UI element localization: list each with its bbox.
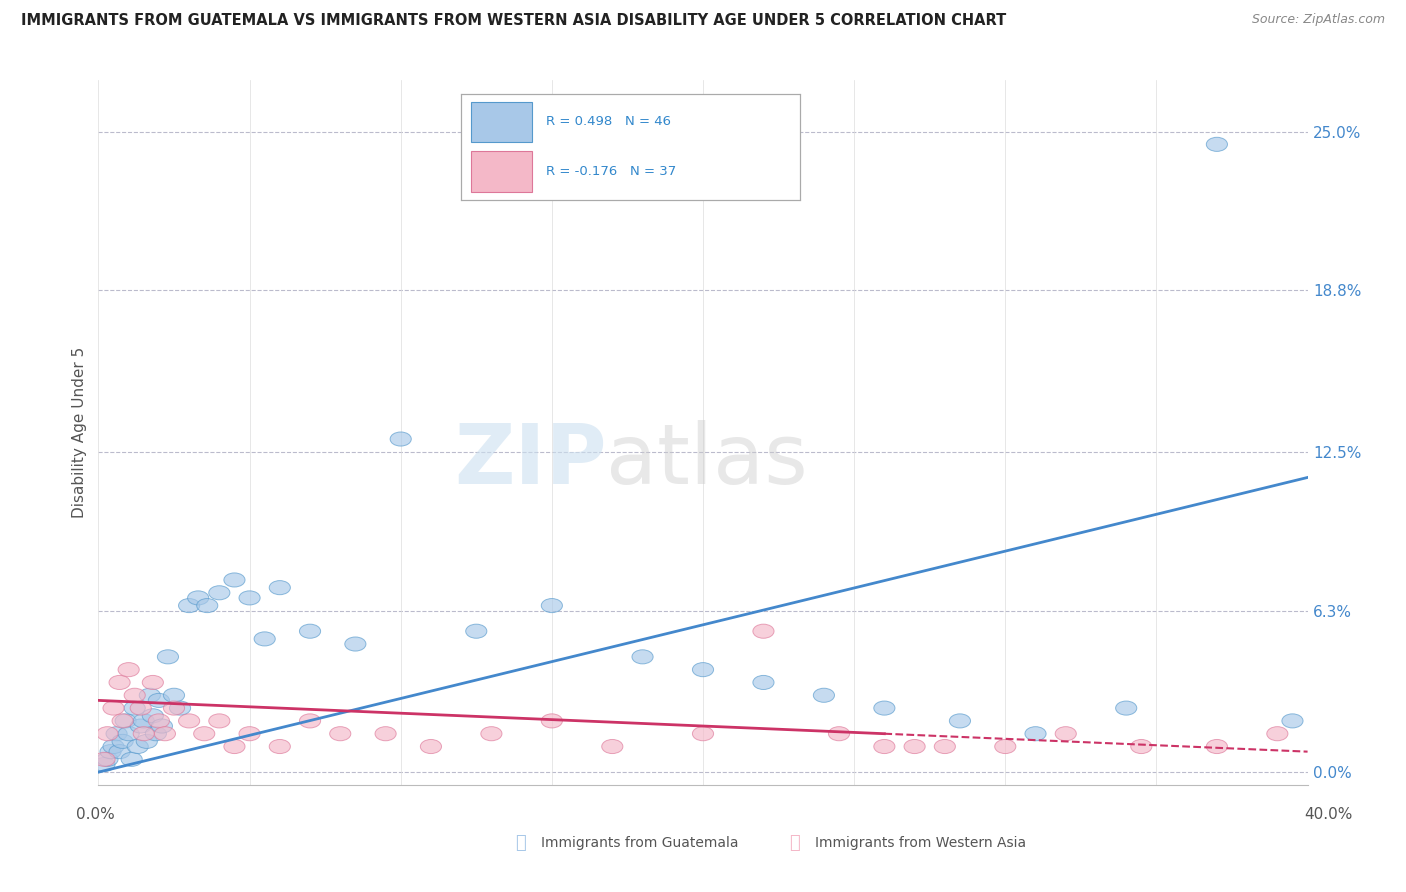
Ellipse shape — [94, 752, 115, 766]
Ellipse shape — [208, 586, 231, 599]
Ellipse shape — [187, 591, 208, 605]
Ellipse shape — [299, 624, 321, 639]
Text: ⬛: ⬛ — [515, 834, 526, 852]
Ellipse shape — [1130, 739, 1152, 754]
Ellipse shape — [170, 701, 191, 715]
Ellipse shape — [118, 663, 139, 677]
Ellipse shape — [163, 689, 184, 702]
Text: ZIP: ZIP — [454, 420, 606, 501]
Ellipse shape — [465, 624, 486, 639]
Ellipse shape — [1054, 727, 1077, 740]
Ellipse shape — [631, 649, 654, 664]
Ellipse shape — [692, 727, 714, 740]
Ellipse shape — [1115, 701, 1137, 715]
Ellipse shape — [124, 701, 145, 715]
Ellipse shape — [139, 689, 160, 702]
Ellipse shape — [136, 734, 157, 748]
Text: ⬛: ⬛ — [789, 834, 800, 852]
Ellipse shape — [124, 689, 145, 702]
Ellipse shape — [541, 599, 562, 613]
Ellipse shape — [179, 599, 200, 613]
Ellipse shape — [254, 632, 276, 646]
Ellipse shape — [239, 591, 260, 605]
Ellipse shape — [94, 757, 115, 772]
Ellipse shape — [155, 727, 176, 740]
Ellipse shape — [100, 745, 121, 759]
Ellipse shape — [1267, 727, 1288, 740]
Ellipse shape — [112, 734, 134, 748]
Ellipse shape — [208, 714, 231, 728]
Ellipse shape — [163, 701, 184, 715]
Ellipse shape — [121, 752, 142, 766]
Ellipse shape — [299, 714, 321, 728]
Text: Source: ZipAtlas.com: Source: ZipAtlas.com — [1251, 13, 1385, 27]
Ellipse shape — [134, 714, 155, 728]
Ellipse shape — [904, 739, 925, 754]
Ellipse shape — [344, 637, 366, 651]
Ellipse shape — [375, 727, 396, 740]
Ellipse shape — [142, 709, 163, 723]
Ellipse shape — [134, 727, 155, 740]
Ellipse shape — [949, 714, 970, 728]
Ellipse shape — [148, 714, 170, 728]
Ellipse shape — [224, 739, 245, 754]
Ellipse shape — [1206, 137, 1227, 152]
Ellipse shape — [148, 693, 170, 707]
Ellipse shape — [1282, 714, 1303, 728]
Ellipse shape — [224, 573, 245, 587]
Ellipse shape — [145, 727, 166, 740]
Ellipse shape — [112, 714, 134, 728]
Ellipse shape — [389, 432, 412, 446]
Text: IMMIGRANTS FROM GUATEMALA VS IMMIGRANTS FROM WESTERN ASIA DISABILITY AGE UNDER 5: IMMIGRANTS FROM GUATEMALA VS IMMIGRANTS … — [21, 13, 1007, 29]
Text: 0.0%: 0.0% — [76, 807, 115, 822]
Ellipse shape — [541, 714, 562, 728]
Ellipse shape — [157, 649, 179, 664]
Ellipse shape — [115, 714, 136, 728]
Ellipse shape — [239, 727, 260, 740]
Ellipse shape — [103, 739, 124, 754]
Ellipse shape — [197, 599, 218, 613]
Ellipse shape — [420, 739, 441, 754]
Text: Immigrants from Western Asia: Immigrants from Western Asia — [815, 836, 1026, 850]
Ellipse shape — [692, 663, 714, 677]
Ellipse shape — [269, 581, 291, 595]
Ellipse shape — [269, 739, 291, 754]
Ellipse shape — [142, 675, 163, 690]
Ellipse shape — [752, 675, 775, 690]
Ellipse shape — [994, 739, 1017, 754]
Y-axis label: Disability Age Under 5: Disability Age Under 5 — [72, 347, 87, 518]
Ellipse shape — [103, 701, 124, 715]
Ellipse shape — [481, 727, 502, 740]
Ellipse shape — [752, 624, 775, 639]
Ellipse shape — [1206, 739, 1227, 754]
Ellipse shape — [110, 675, 131, 690]
Ellipse shape — [97, 752, 118, 766]
Ellipse shape — [602, 739, 623, 754]
Ellipse shape — [934, 739, 956, 754]
Ellipse shape — [105, 727, 127, 740]
Ellipse shape — [873, 739, 896, 754]
Ellipse shape — [127, 739, 148, 754]
Ellipse shape — [329, 727, 352, 740]
Ellipse shape — [194, 727, 215, 740]
Ellipse shape — [873, 701, 896, 715]
Ellipse shape — [828, 727, 849, 740]
Text: Immigrants from Guatemala: Immigrants from Guatemala — [541, 836, 738, 850]
Ellipse shape — [118, 727, 139, 740]
Text: 40.0%: 40.0% — [1305, 807, 1353, 822]
Ellipse shape — [97, 727, 118, 740]
Ellipse shape — [1025, 727, 1046, 740]
Ellipse shape — [110, 745, 131, 759]
Ellipse shape — [813, 689, 835, 702]
Ellipse shape — [152, 719, 173, 733]
Ellipse shape — [131, 719, 152, 733]
Ellipse shape — [131, 701, 152, 715]
Ellipse shape — [179, 714, 200, 728]
Text: atlas: atlas — [606, 420, 808, 501]
